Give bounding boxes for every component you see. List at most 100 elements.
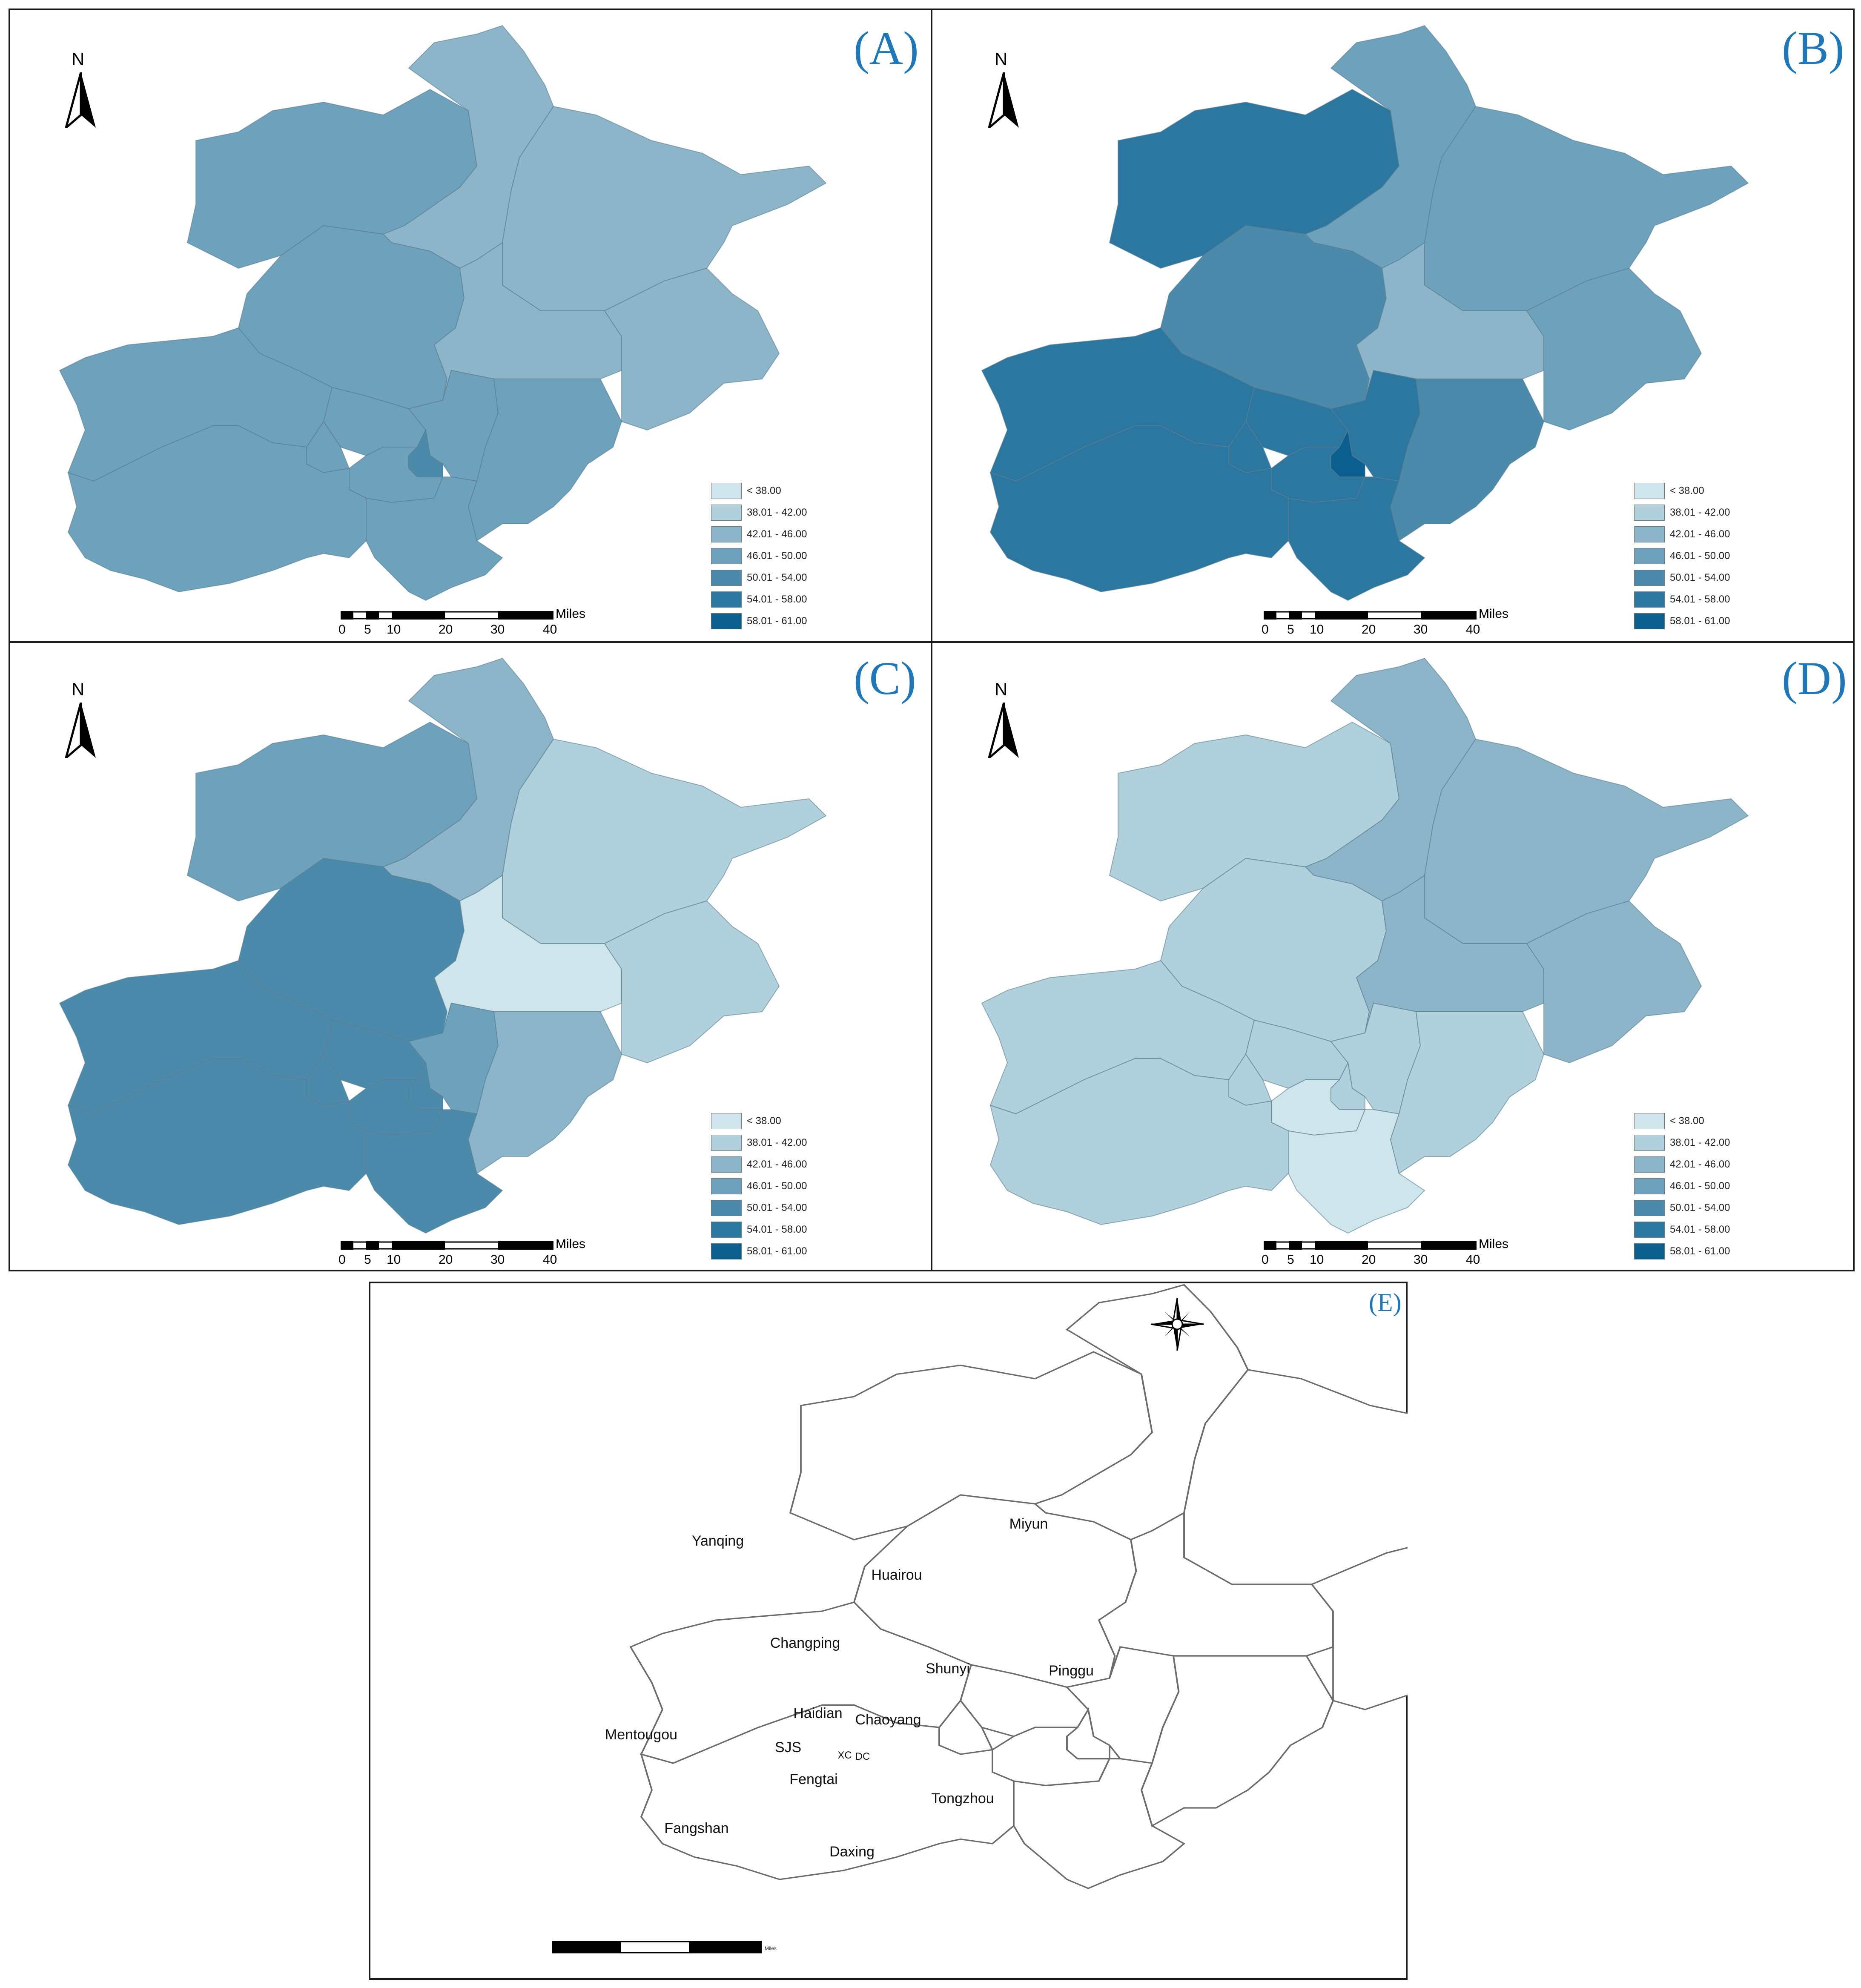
legend-swatch — [711, 548, 742, 564]
legend-swatch — [1634, 1178, 1665, 1194]
reference-district-layer — [630, 1284, 1408, 1889]
scale-tick: 20 — [439, 623, 453, 637]
legend-row: 58.01 - 61.00 — [1634, 613, 1730, 629]
legend-row: 38.01 - 42.00 — [711, 505, 807, 521]
scale-bar-segment — [689, 1942, 761, 1953]
scale-bar-c — [341, 1241, 553, 1250]
north-arrow-icon — [65, 72, 96, 128]
legend-row: 42.01 - 46.00 — [711, 1156, 807, 1173]
legend-label: 42.01 - 46.00 — [1670, 1159, 1730, 1170]
legend-row: 38.01 - 42.00 — [1634, 505, 1730, 521]
legend-row: 46.01 - 50.00 — [1634, 1178, 1730, 1194]
legend-row: 50.01 - 54.00 — [1634, 570, 1730, 586]
scale-bar-d — [1264, 1241, 1477, 1250]
scale-tick: 30 — [490, 1253, 505, 1267]
legend-row: 58.01 - 61.00 — [711, 613, 807, 629]
scale-unit-e: Miles — [765, 1945, 777, 1951]
legend-swatch — [1634, 1113, 1665, 1129]
scale-tick: 0 — [1262, 1253, 1269, 1267]
legend-swatch — [711, 570, 742, 586]
legend-label: 54.01 - 58.00 — [747, 594, 807, 605]
north-arrow-icon — [988, 703, 1019, 758]
legend-swatch — [711, 1200, 742, 1216]
legend-row: 38.01 - 42.00 — [1634, 1135, 1730, 1151]
scale-tick: 40 — [1466, 1253, 1480, 1267]
legend-row: 42.01 - 46.00 — [711, 526, 807, 542]
district-label: Fengtai — [789, 1771, 837, 1787]
district-label: Huairou — [871, 1567, 922, 1583]
legend-label: < 38.00 — [747, 1115, 781, 1127]
legend-row: 42.01 - 46.00 — [1634, 1156, 1730, 1173]
legend-label: 58.01 - 61.00 — [1670, 615, 1730, 627]
scale-tick: 30 — [1414, 1253, 1428, 1267]
district-label: Daxing — [829, 1844, 875, 1860]
scale-unit-c: Miles — [556, 1237, 586, 1251]
legend-label: 50.01 - 54.00 — [1670, 1202, 1730, 1213]
legend-label: 58.01 - 61.00 — [1670, 1245, 1730, 1257]
legend-swatch — [1634, 1243, 1665, 1259]
scale-tick: 0 — [338, 1253, 346, 1267]
legend-row: 54.01 - 58.00 — [1634, 591, 1730, 608]
legend-label: 54.01 - 58.00 — [747, 1224, 807, 1235]
legend-swatch — [1634, 505, 1665, 521]
legend-label: 46.01 - 50.00 — [1670, 1180, 1730, 1192]
legend-swatch — [711, 483, 742, 499]
legend-row: 46.01 - 50.00 — [1634, 548, 1730, 564]
legend-row: < 38.00 — [711, 1113, 781, 1129]
scale-tick: 20 — [439, 1253, 453, 1267]
legend-row: 54.01 - 58.00 — [711, 1222, 807, 1238]
legend-row: < 38.00 — [1634, 1113, 1704, 1129]
legend-swatch — [1634, 483, 1665, 499]
panel-label-c: (C) — [854, 652, 916, 704]
scale-tick: 40 — [543, 1253, 557, 1267]
legend-swatch — [711, 591, 742, 608]
legend-swatch — [1634, 526, 1665, 542]
legend-swatch — [711, 1135, 742, 1151]
scale-unit-b: Miles — [1479, 607, 1509, 621]
scale-unit-a: Miles — [556, 607, 586, 621]
district-label: Yanqing — [692, 1533, 744, 1549]
scale-bar-segment — [553, 1942, 621, 1953]
legend-swatch — [1634, 548, 1665, 564]
panel-label-a: (A) — [854, 22, 919, 74]
legend-swatch — [1634, 613, 1665, 629]
legend-label: 46.01 - 50.00 — [747, 550, 807, 562]
legend-label: 42.01 - 46.00 — [1670, 528, 1730, 540]
district-Miyun — [1424, 739, 1749, 944]
scale-bar-a — [341, 611, 553, 620]
legend-c: < 38.00 38.01 - 42.00 42.01 - 46.00 46.0… — [711, 1113, 839, 1267]
panel-label-d: (D) — [1782, 652, 1847, 704]
scale-unit-d: Miles — [1479, 1237, 1509, 1251]
north-letter-c: N — [72, 679, 85, 699]
legend-swatch — [1634, 1135, 1665, 1151]
scale-bar-b — [1264, 611, 1477, 620]
legend-swatch — [711, 526, 742, 542]
district-layer — [981, 25, 1749, 601]
legend-label: < 38.00 — [747, 485, 781, 496]
legend-label: 38.01 - 42.00 — [1670, 1137, 1730, 1148]
legend-row: 58.01 - 61.00 — [1634, 1243, 1730, 1259]
legend-label: 42.01 - 46.00 — [747, 1159, 807, 1170]
legend-row: 46.01 - 50.00 — [711, 548, 807, 564]
legend-row: 58.01 - 61.00 — [711, 1243, 807, 1259]
legend-label: 54.01 - 58.00 — [1670, 594, 1730, 605]
legend-swatch — [711, 1243, 742, 1259]
district-label: Miyun — [1009, 1516, 1048, 1532]
scale-tick: 5 — [1287, 623, 1294, 637]
legend-row: 54.01 - 58.00 — [711, 591, 807, 608]
legend-label: 50.01 - 54.00 — [1670, 572, 1730, 583]
district-label: Changping — [770, 1635, 840, 1651]
district-label: Chaoyang — [855, 1712, 921, 1728]
legend-label: 50.01 - 54.00 — [747, 572, 807, 583]
district-label: XC — [837, 1750, 852, 1761]
scale-tick: 30 — [490, 623, 505, 637]
legend-label: 38.01 - 42.00 — [747, 1137, 807, 1148]
legend-swatch — [1634, 1222, 1665, 1238]
legend-label: 58.01 - 61.00 — [747, 1245, 807, 1257]
legend-swatch — [711, 1113, 742, 1129]
legend-swatch — [711, 1178, 742, 1194]
legend-swatch — [711, 613, 742, 629]
scale-tick: 5 — [1287, 1253, 1294, 1267]
scale-tick: 20 — [1362, 623, 1376, 637]
scale-tick: 40 — [1466, 623, 1480, 637]
